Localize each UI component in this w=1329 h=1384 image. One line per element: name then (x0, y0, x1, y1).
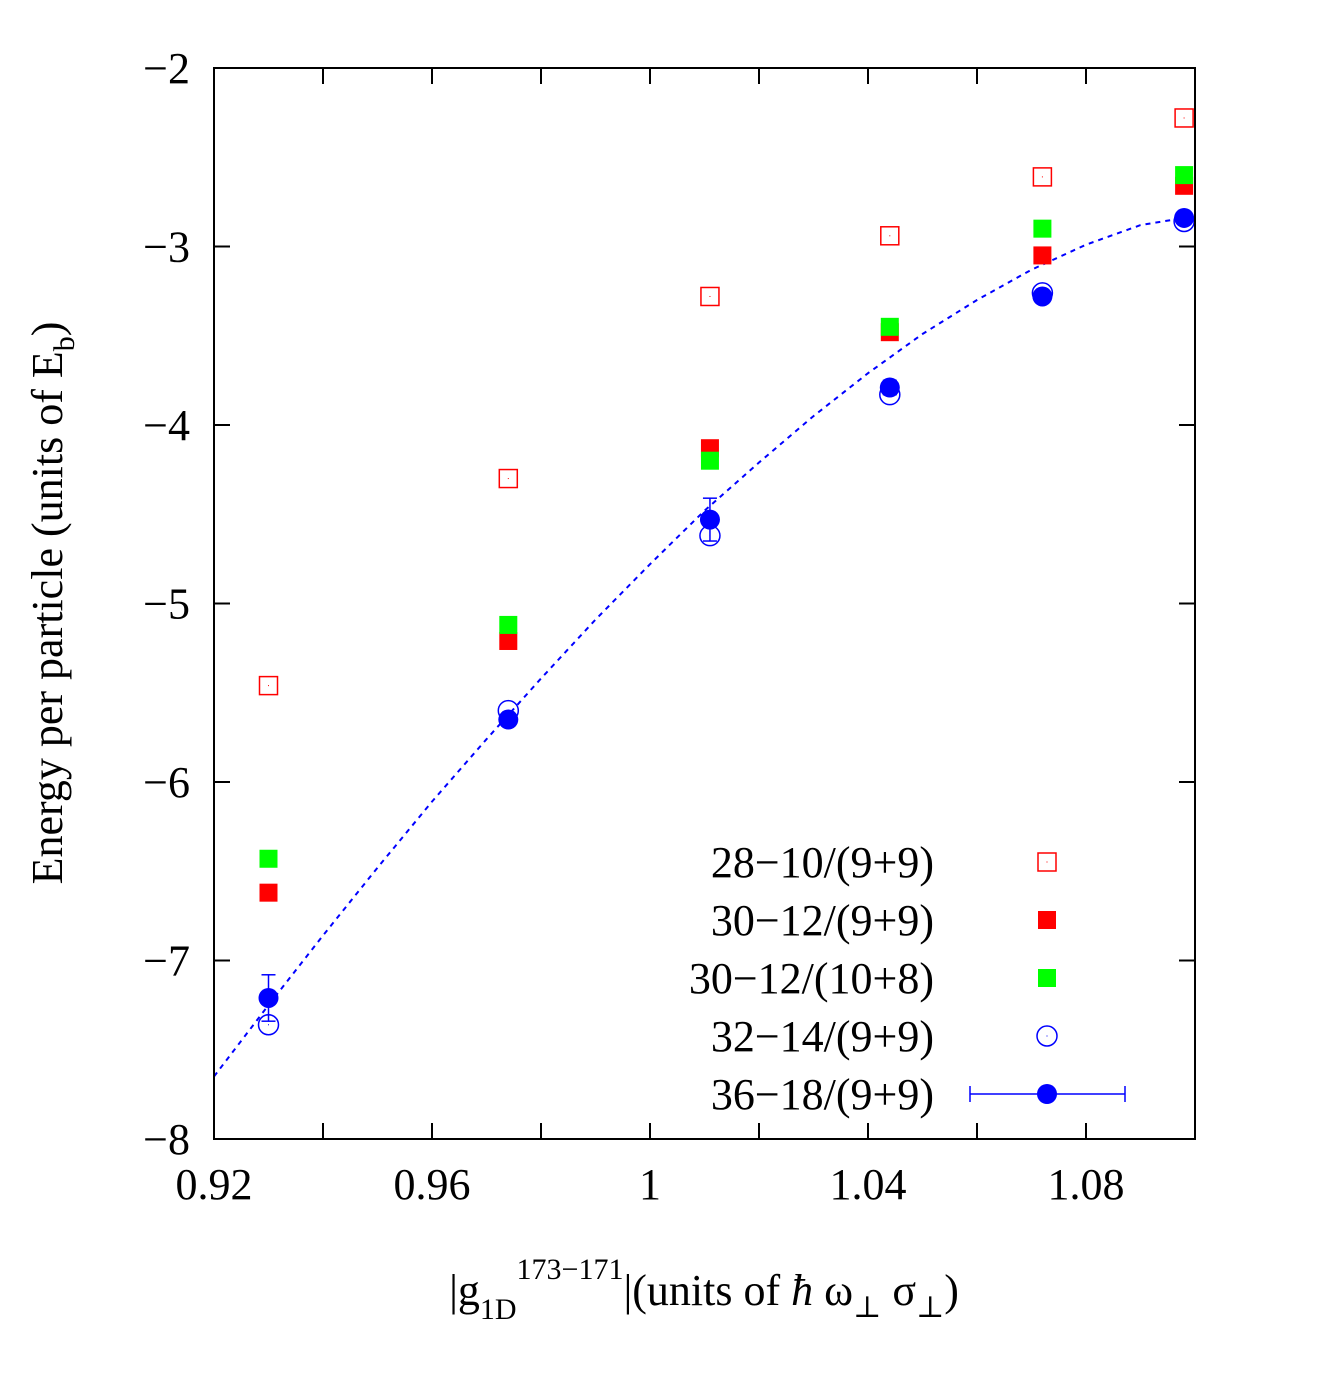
data-point-series-1 (700, 286, 720, 307)
x-tick-label: 0.96 (394, 1160, 471, 1209)
legend-symbol (1038, 911, 1056, 929)
y-tick-label: −7 (143, 937, 190, 986)
data-point-series-1-center (889, 235, 891, 237)
data-point-series-1 (1174, 108, 1194, 128)
data-point-series-1-center (1041, 176, 1043, 178)
data-marks (257, 108, 1195, 1036)
legend-label: 28−10/(9+9) (711, 838, 934, 887)
legend-symbol (1037, 1084, 1057, 1104)
data-point-series-1-center (709, 295, 711, 297)
fit-curve-group (213, 216, 1185, 1078)
data-point-series-1 (498, 468, 519, 489)
data-point-series-5 (258, 987, 279, 1008)
plot-frame (213, 67, 1196, 1140)
y-tick-label: −5 (143, 580, 190, 629)
data-point-series-2 (259, 883, 278, 902)
legend-symbol (1036, 1025, 1058, 1047)
x-tick-label: 0.92 (176, 1160, 253, 1209)
y-tick-label: −2 (143, 44, 190, 93)
y-tick-label: −4 (143, 401, 190, 450)
data-point-series-3 (1033, 219, 1052, 238)
legend: 28−10/(9+9) 30−12/(9+9) 30−12/(10+8) 32−14/… (689, 838, 1126, 1119)
data-point-series-3 (880, 317, 899, 336)
data-point-series-1 (1032, 167, 1053, 187)
y-tick-label: −6 (143, 758, 190, 807)
legend-label: 36−18/(9+9) (711, 1070, 934, 1119)
data-point-series-3 (1175, 166, 1194, 185)
data-point-series-3 (700, 451, 719, 470)
data-point-series-4-center (268, 1024, 269, 1026)
tick-labels: 0.92 0.96 1 1.04 1.08 −8 −7 −6 −5 −4 −3 −2 (143, 44, 1124, 1209)
legend-symbol (1037, 852, 1057, 872)
x-tick-label: 1 (639, 1160, 661, 1209)
data-point-series-1-center (1183, 117, 1185, 119)
data-point-series-3 (259, 849, 278, 868)
y-tick-label: −8 (143, 1115, 190, 1164)
data-point-series-1-center (507, 478, 509, 480)
x-axis-title: |g1D173−171|(units of ħ ω⊥ σ⊥) (449, 1253, 959, 1326)
data-point-series-3 (499, 615, 518, 634)
data-point-series-2 (499, 631, 518, 650)
axis-ticks (213, 67, 1195, 1140)
fit-curve (213, 216, 1185, 1078)
data-point-series-5 (1174, 207, 1195, 228)
data-point-series-5 (498, 709, 519, 730)
legend-symbol (1038, 969, 1056, 987)
data-point-series-5 (699, 509, 720, 530)
x-tick-label: 1.04 (830, 1160, 907, 1209)
x-tick-label: 1.08 (1048, 1160, 1125, 1209)
legend-symbol-center (1046, 1035, 1048, 1037)
data-point-series-1 (258, 675, 279, 696)
data-point-series-5 (879, 377, 900, 398)
data-point-series-2 (1033, 246, 1052, 265)
legend-label: 32−14/(9+9) (711, 1012, 934, 1061)
legend-label: 30−12/(10+8) (689, 954, 934, 1003)
legend-label: 30−12/(9+9) (711, 896, 934, 945)
legend-symbol-center (1046, 861, 1048, 863)
data-point-series-1 (880, 226, 900, 246)
data-point-series-1-center (268, 685, 269, 687)
y-tick-label: −3 (143, 223, 190, 272)
y-axis-title: Energy per particle (units of Eb) (23, 322, 81, 885)
data-point-series-5 (1032, 286, 1053, 307)
